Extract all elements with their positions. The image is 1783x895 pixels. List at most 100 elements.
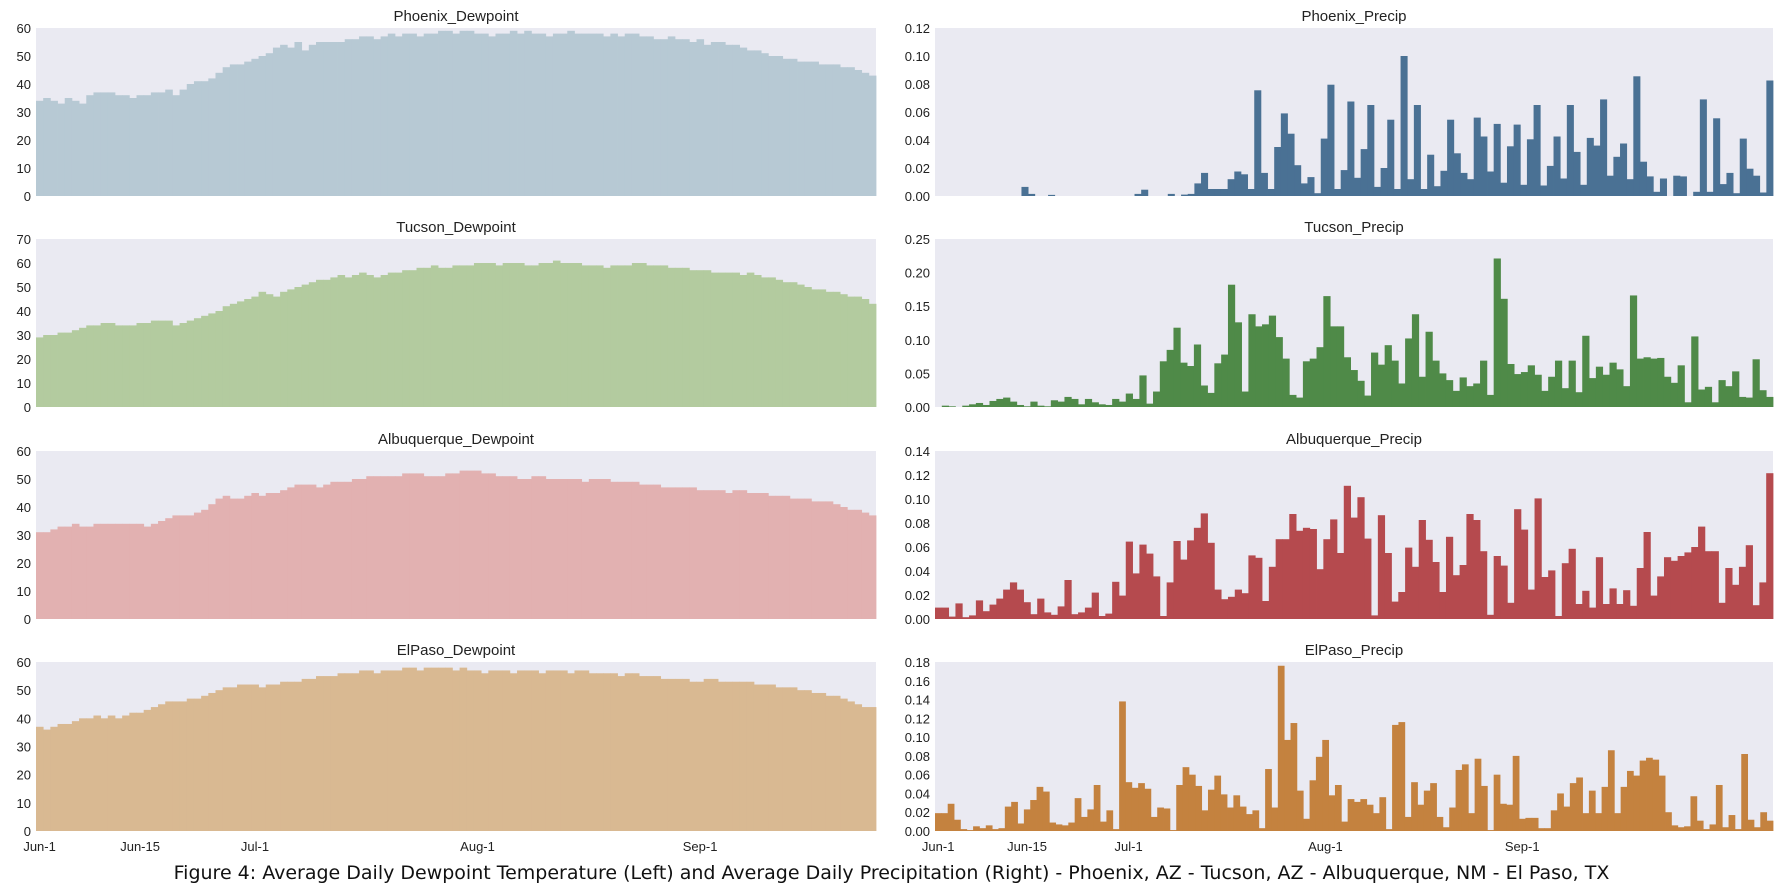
elpaso-precip-bar [1633,775,1641,831]
tucson-dewpoint-bar [208,313,216,407]
tucson-dewpoint-bar [552,260,561,407]
albuquerque-dewpoint-bar [380,476,389,619]
phoenix-precip-bar [1600,99,1608,196]
albuquerque-precip-bar [1064,580,1072,619]
tucson-precip-bar [1500,298,1508,407]
albuquerque-dewpoint-bar [840,507,848,619]
tucson-precip-bar [1050,400,1059,407]
elpaso-dewpoint-bar [179,701,188,831]
phoenix-dewpoint-bar [603,36,611,197]
phoenix-dewpoint-bar [323,42,331,196]
elpaso-precip-bar [1112,829,1120,831]
phoenix-precip-bar [1254,90,1262,196]
elpaso-precip-bar [1334,784,1342,831]
elpaso-precip-bar [1258,828,1266,831]
albuquerque-dewpoint-bar [596,479,604,619]
tucson-dewpoint-bar [531,265,539,407]
tucson-dewpoint-bar [136,323,145,407]
elpaso-dewpoint-bar [64,723,73,831]
albuquerque-precip-bar [982,611,990,619]
tucson-dewpoint-bar [394,272,403,407]
tucson-dewpoint-bar [825,291,834,407]
elpaso-dewpoint-bar [574,670,583,831]
tucson-dewpoint-bar [524,265,532,407]
elpaso-precip-ytick-label: 0.12 [905,711,930,726]
tucson-dewpoint-bar [581,265,590,407]
tucson-precip-bar [1452,390,1460,407]
albuquerque-precip-bar [989,604,997,619]
albuquerque-dewpoint-bar [682,487,690,619]
albuquerque-dewpoint-bar [215,498,224,619]
albuquerque-dewpoint-bar [430,476,439,619]
tucson-precip-bar [1718,380,1726,407]
tucson-dewpoint-bar [323,279,331,407]
phoenix-precip-bar [1659,178,1667,196]
albuquerque-precip-bar [1766,473,1774,619]
phoenix-precip-bar [1713,118,1721,196]
albuquerque-precip-bar [1391,601,1399,619]
albuquerque-precip-bar [1296,530,1304,619]
elpaso-precip-bar [1055,824,1063,831]
albuquerque-dewpoint-bar [387,476,396,619]
albuquerque-precip-bar [1044,612,1052,619]
elpaso-precip-bar [1652,759,1660,831]
elpaso-precip-bar [1398,722,1406,831]
elpaso-precip-bar [1563,806,1571,831]
phoenix-dewpoint-bar [423,33,432,196]
tucson-precip-bar [1200,385,1208,407]
albuquerque-dewpoint-bar [761,493,769,619]
albuquerque-precip-bar [1602,604,1610,619]
phoenix-precip-bar [1393,189,1401,196]
phoenix-dewpoint-bar [79,103,87,196]
albuquerque-dewpoint-bar [481,473,489,619]
albuquerque-precip-ytick-label: 0.08 [905,516,930,531]
elpaso-precip-bar [1474,758,1482,831]
tucson-precip-bar [1745,397,1753,407]
albuquerque-dewpoint-bar [495,476,504,619]
albuquerque-precip-bar [1023,602,1031,619]
elpaso-precip-bar [1265,769,1272,831]
phoenix-dewpoint-bar [143,95,152,196]
tucson-precip-bar [1670,382,1679,407]
phoenix-dewpoint-bar [43,98,51,196]
albuquerque-dewpoint-bar [753,493,762,619]
phoenix-precip-ytick-label: 0.06 [905,105,930,120]
elpaso-dewpoint-bar [631,673,640,831]
tucson-dewpoint-bar [639,263,647,407]
phoenix-precip-bar [1307,177,1315,196]
tucson-precip-bar [1350,370,1358,407]
tucson-dewpoint-bar [739,275,748,407]
albuquerque-dewpoint-bar [186,515,195,619]
phoenix-dewpoint-bar [840,67,848,196]
phoenix-dewpoint-bar [36,100,44,196]
tucson-precip-bar [989,400,997,407]
elpaso-precip-bar [1125,782,1133,831]
tucson-precip-bar [1377,364,1386,407]
albuquerque-dewpoint-bar [272,493,281,619]
tucson-precip-bar [962,405,970,407]
tucson-precip-bar [1602,374,1610,407]
phoenix-dewpoint-bar [617,36,626,197]
tucson-precip-bar [1159,361,1168,407]
tucson-precip-bar [1336,326,1345,407]
elpaso-dewpoint-bar [797,690,805,831]
tucson-dewpoint-bar [143,323,152,407]
elpaso-dewpoint-bar [258,687,267,831]
elpaso-precip-bar [1157,807,1164,831]
albuquerque-dewpoint-bar [86,526,94,619]
phoenix-precip-bar [1181,194,1189,196]
tucson-precip-bar [1425,331,1433,407]
tucson-dewpoint-bar [596,265,604,407]
tucson-dewpoint-bar [840,294,848,407]
tucson-precip-bar [969,404,977,407]
elpaso-precip-bar [1677,827,1685,831]
tucson-precip-bar [1248,314,1256,407]
elpaso-precip-bar [1500,803,1507,831]
elpaso-dewpoint-bar [208,692,216,831]
tucson-precip-bar [1568,360,1576,407]
elpaso-precip-bar [1271,807,1279,831]
albuquerque-dewpoint-bar [775,495,784,619]
albuquerque-dewpoint-bar [208,504,216,619]
phoenix-dewpoint-bar [811,61,819,196]
phoenix-precip-bar [1367,105,1375,196]
